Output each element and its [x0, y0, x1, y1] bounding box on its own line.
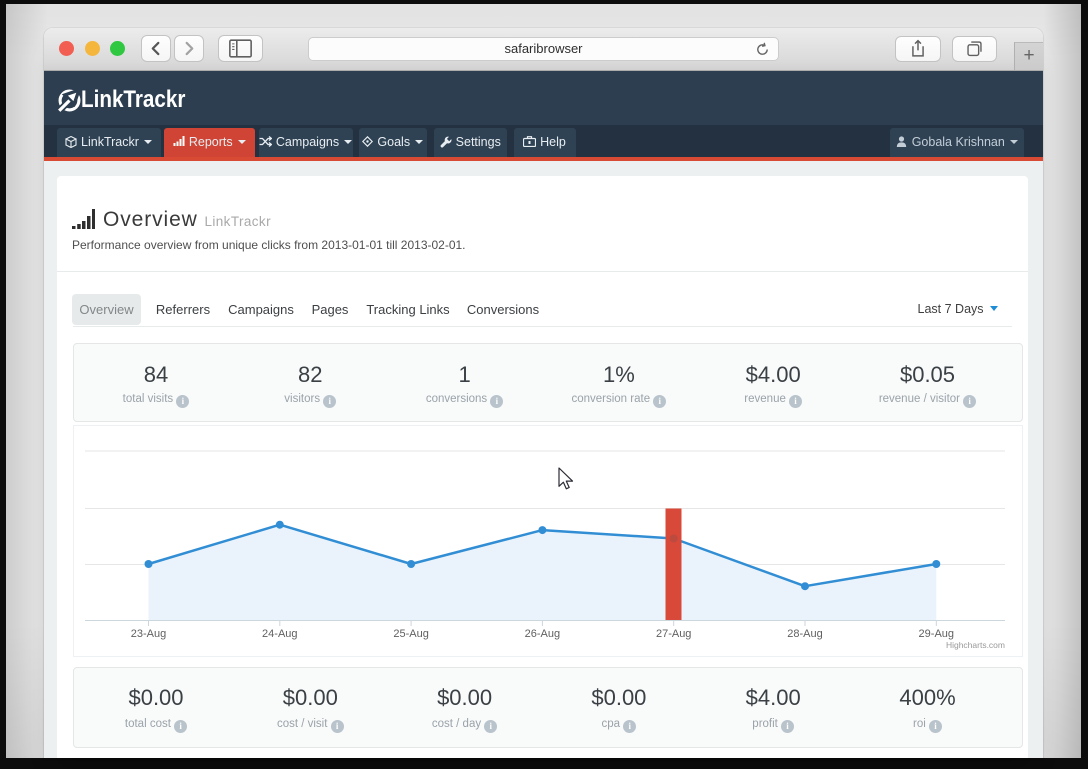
svg-text:26-Aug: 26-Aug [525, 628, 560, 640]
svg-text:24-Aug: 24-Aug [262, 628, 297, 640]
svg-text:25-Aug: 25-Aug [393, 628, 428, 640]
svg-text:28-Aug: 28-Aug [787, 628, 822, 640]
svg-text:Highcharts.com: Highcharts.com [946, 640, 1005, 650]
svg-text:23-Aug: 23-Aug [131, 628, 166, 640]
svg-text:27-Aug: 27-Aug [656, 628, 691, 640]
svg-text:29-Aug: 29-Aug [919, 628, 954, 640]
